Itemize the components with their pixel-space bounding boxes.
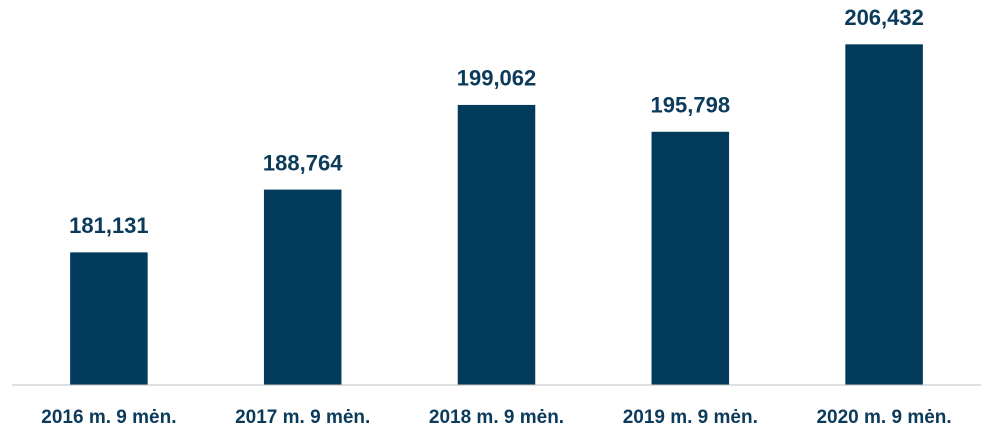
value-label: 181,131 xyxy=(69,213,149,238)
bar xyxy=(457,104,536,386)
x-tick-label: 2017 m. 9 mėn. xyxy=(235,407,370,428)
bar xyxy=(70,252,148,385)
x-tick-label: 2020 m. 9 mėn. xyxy=(816,407,951,428)
value-label: 199,062 xyxy=(457,66,537,91)
value-label: 195,798 xyxy=(651,93,731,118)
value-label: 188,764 xyxy=(263,150,343,175)
x-tick-label: 2016 m. 9 mėn. xyxy=(41,407,176,428)
value-label: 206,432 xyxy=(844,5,924,30)
x-tick-label: 2018 m. 9 mėn. xyxy=(429,407,564,428)
bar xyxy=(263,189,342,385)
bar xyxy=(845,44,923,386)
bar xyxy=(651,131,730,385)
x-tick-label: 2019 m. 9 mėn. xyxy=(623,407,758,428)
